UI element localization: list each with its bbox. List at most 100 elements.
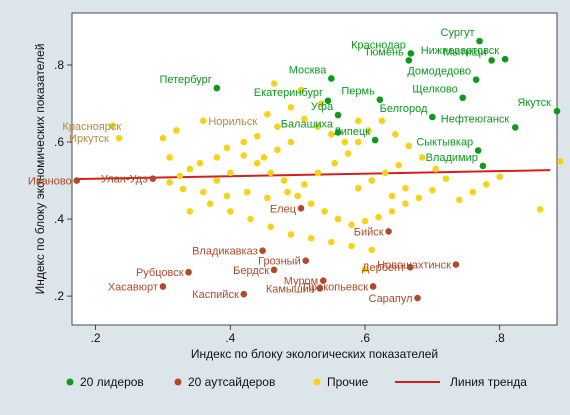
point-label: Хасавюрт (108, 281, 158, 293)
data-point (307, 200, 315, 207)
data-point (159, 134, 167, 142)
point-label: Щелково (412, 84, 457, 96)
data-point (511, 124, 519, 131)
y-axis-title: Индекс по блоку экономических показателе… (33, 44, 47, 295)
point-label: Сургут (441, 27, 475, 39)
x-tick-label: .8 (495, 331, 505, 345)
data-point (442, 175, 450, 182)
data-point (334, 129, 342, 136)
point-label: Каспийск (192, 289, 239, 301)
point-label: Улан-Удэ (101, 174, 148, 186)
point-label: Владимир (426, 152, 478, 164)
data-point (348, 221, 355, 229)
data-point (287, 231, 295, 238)
data-point (260, 154, 268, 161)
data-point (314, 169, 322, 177)
data-point (166, 179, 173, 186)
data-point (354, 117, 362, 125)
data-point (186, 165, 194, 173)
data-point (388, 208, 396, 215)
data-point (200, 117, 207, 125)
legend-marker-others (313, 378, 321, 386)
data-point (365, 127, 372, 134)
x-tick-label: .4 (225, 331, 235, 345)
point-label: Дербент (362, 262, 405, 274)
data-point (418, 154, 426, 161)
point-label: Грозный (258, 256, 301, 268)
data-point (432, 165, 440, 173)
legend-label-trend: Линия тренда (450, 375, 527, 389)
data-point (213, 154, 221, 161)
data-point (452, 261, 460, 268)
data-point (267, 223, 275, 231)
data-point (287, 104, 295, 111)
data-point (328, 75, 335, 82)
data-point (402, 200, 409, 207)
data-point (407, 50, 415, 57)
legend-label-leaders: 20 лидеров (80, 375, 144, 389)
point-label: Якутск (517, 97, 551, 109)
data-point (469, 188, 477, 196)
data-point (247, 215, 254, 223)
point-label: Мытищи (443, 46, 486, 58)
data-point (301, 115, 308, 123)
x-axis-title: Индекс по блоку экологических показателе… (191, 347, 438, 361)
point-label: Камышин (266, 283, 315, 295)
data-point (317, 100, 325, 107)
point-label: Бердск (233, 265, 269, 277)
data-point (253, 159, 261, 167)
data-point (334, 215, 342, 223)
data-point (240, 152, 248, 159)
trend-line (78, 169, 551, 181)
data-point (166, 154, 173, 161)
data-point (429, 186, 436, 194)
data-point (206, 200, 214, 207)
point-label: Муром (284, 276, 318, 288)
data-point (324, 97, 332, 105)
point-label: Сарапул (369, 293, 413, 305)
data-point (375, 213, 382, 221)
point-label: Иваново (28, 176, 72, 188)
data-point (414, 294, 421, 302)
data-point (369, 283, 377, 290)
data-point (274, 123, 281, 130)
data-point (223, 144, 231, 152)
y-tick-label: .4 (54, 212, 64, 226)
data-point (557, 157, 564, 165)
data-point (259, 247, 266, 254)
data-point (270, 80, 278, 87)
point-label: Сыктывкар (416, 137, 473, 149)
data-point (284, 188, 291, 196)
data-point (368, 177, 376, 184)
data-point (415, 194, 423, 202)
point-label: Прокопьевск (303, 281, 368, 293)
data-point (186, 208, 194, 215)
data-point (264, 111, 271, 118)
data-point (371, 136, 379, 144)
data-point (240, 138, 248, 146)
data-point (328, 238, 335, 246)
data-point (280, 177, 288, 184)
data-point (388, 192, 396, 200)
point-label: Новошахтинск (377, 260, 451, 272)
data-point (319, 277, 327, 285)
data-point (459, 94, 466, 102)
point-label: Елец (270, 203, 297, 215)
data-point (253, 132, 261, 140)
data-point (196, 159, 204, 167)
data-point (376, 96, 384, 103)
data-point (226, 169, 234, 177)
data-point (302, 257, 310, 264)
data-point (109, 122, 116, 130)
point-label: Тюмень (364, 46, 404, 58)
data-point (307, 235, 315, 242)
data-point (456, 196, 463, 204)
data-point (482, 181, 490, 188)
data-point (267, 169, 275, 177)
data-point (176, 172, 184, 180)
legend-label-others: Прочие (327, 375, 369, 389)
legend-marker-leaders (66, 378, 74, 386)
data-point (354, 138, 362, 146)
point-label: Петербург (159, 74, 211, 86)
data-point (294, 192, 301, 200)
